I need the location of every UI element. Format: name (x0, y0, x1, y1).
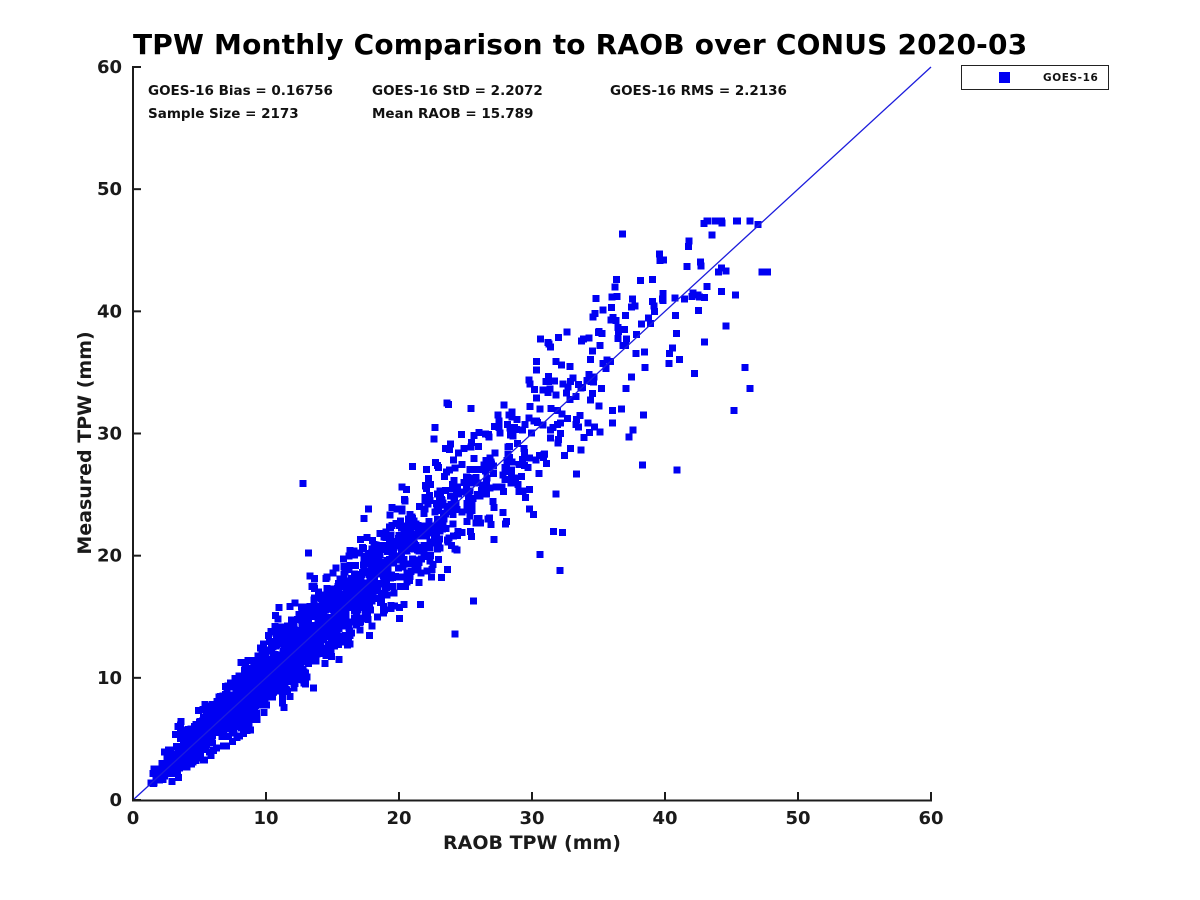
y-tick-label: 20 (97, 546, 122, 567)
x-tick-label: 40 (652, 808, 677, 829)
chart-title: TPW Monthly Comparison to RAOB over CONU… (133, 28, 1028, 61)
legend-marker-square-icon (999, 72, 1010, 83)
stat-sample-size: Sample Size = 2173 (148, 106, 299, 122)
stat-mean-raob: Mean RAOB = 15.789 (372, 106, 534, 122)
x-tick-label: 30 (519, 808, 544, 829)
legend-box: GOES-16 (961, 65, 1109, 90)
stat-std: GOES-16 StD = 2.2072 (372, 83, 543, 99)
scatter-points (147, 217, 771, 788)
x-tick-label: 10 (253, 808, 278, 829)
x-axis-label: RAOB TPW (mm) (442, 832, 621, 854)
x-tick-label: 20 (386, 808, 411, 829)
y-tick-label: 0 (109, 790, 122, 811)
y-tick-label: 40 (97, 301, 122, 322)
axis-ticks-and-labels: 0 10 20 30 40 50 60 0 10 20 30 40 50 60 (97, 57, 944, 829)
y-axis-label: Measured TPW (mm) (74, 331, 96, 555)
x-tick-label: 60 (918, 808, 943, 829)
x-tick-label: 0 (127, 808, 140, 829)
x-tick-label: 50 (785, 808, 810, 829)
stat-rms: GOES-16 RMS = 2.2136 (610, 83, 787, 99)
legend-label: GOES-16 (1043, 71, 1099, 84)
y-tick-label: 50 (97, 179, 122, 200)
y-tick-label: 10 (97, 668, 122, 689)
identity-line (132, 66, 932, 801)
y-tick-label: 30 (97, 424, 122, 445)
stat-bias: GOES-16 Bias = 0.16756 (148, 83, 333, 99)
y-tick-label: 60 (97, 57, 122, 78)
